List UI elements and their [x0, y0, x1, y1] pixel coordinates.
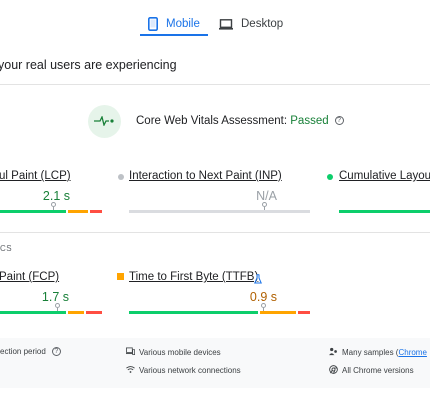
- users-icon: [329, 347, 338, 358]
- metric-lcp-marker-stem: [53, 207, 54, 210]
- chrome-icon: [329, 365, 338, 376]
- data-info-footer: ection period ? Various mobile devices V…: [0, 338, 430, 388]
- network-info: Various network connections: [126, 365, 241, 376]
- metric-ttfb-title[interactable]: Time to First Byte (TTFB): [129, 271, 259, 283]
- metric-ttfb-bar-poor: [298, 311, 310, 314]
- collection-period-label: ection period: [0, 347, 46, 356]
- wifi-icon: [126, 365, 135, 376]
- metric-inp-bar: [129, 210, 310, 213]
- metric-inp-value: N/A: [256, 189, 277, 203]
- divider: [0, 84, 430, 85]
- samples-label: Many samples (: [342, 348, 399, 357]
- metric-cls-bar-good: [339, 210, 430, 213]
- metric-inp-marker-stem: [264, 207, 265, 210]
- metric-lcp-bar-poor: [90, 210, 102, 213]
- laptop-icon: [219, 18, 233, 30]
- experimental-flask-icon: [254, 271, 262, 289]
- divider: [0, 232, 430, 233]
- pulse-icon: [93, 113, 116, 131]
- devices-info: Various mobile devices: [126, 347, 221, 358]
- cwv-assessment-status: Passed: [290, 115, 329, 127]
- metric-inp-marker: [262, 202, 267, 207]
- chrome-ux-report-link[interactable]: Chrome: [398, 348, 427, 357]
- help-icon[interactable]: ?: [334, 116, 344, 126]
- tab-mobile-label: Mobile: [166, 18, 200, 30]
- smartphone-icon: [148, 17, 158, 31]
- help-icon[interactable]: ?: [51, 347, 61, 356]
- metric-lcp-marker: [51, 202, 56, 207]
- section-heading: your real users are experiencing: [0, 58, 177, 72]
- other-metrics-heading: CS: [0, 244, 13, 253]
- active-tab-indicator: [140, 34, 208, 36]
- tab-desktop-label: Desktop: [241, 18, 284, 30]
- metric-ttfb-bar-average: [260, 311, 296, 314]
- metric-fcp-bar-good: [0, 311, 66, 314]
- network-label: Various network connections: [139, 366, 241, 375]
- devices-icon: [126, 347, 135, 358]
- collection-period-info: ection period ?: [0, 347, 61, 356]
- metric-inp-status-dot: [118, 174, 124, 180]
- metric-fcp-marker: [55, 303, 60, 308]
- metric-fcp-value: 1.7 s: [41, 290, 69, 304]
- tab-mobile[interactable]: Mobile: [148, 12, 200, 36]
- metric-fcp-title[interactable]: Paint (FCP): [0, 271, 60, 283]
- metric-ttfb-value: 0.9 s: [249, 290, 277, 304]
- metric-lcp-bar-average: [68, 210, 88, 213]
- metric-ttfb-marker-stem: [263, 308, 264, 311]
- metric-cls-title[interactable]: Cumulative Layout: [339, 170, 430, 182]
- metric-fcp-bar-poor: [86, 311, 102, 314]
- metric-fcp-bar-average: [68, 311, 84, 314]
- samples-info: Many samples (Chrome: [329, 347, 427, 358]
- cwv-assessment-badge: [88, 105, 121, 138]
- metric-cls-status-dot: [327, 174, 333, 180]
- chrome-versions-label: All Chrome versions: [342, 366, 414, 375]
- metric-fcp-marker-stem: [57, 308, 58, 311]
- metric-ttfb-status-square: [117, 273, 124, 280]
- metric-lcp-title[interactable]: ul Paint (LCP): [0, 170, 71, 182]
- metric-lcp-bar-good: [0, 210, 66, 213]
- devices-label: Various mobile devices: [139, 348, 221, 357]
- metric-ttfb-marker: [261, 303, 266, 308]
- device-tabs: Mobile Desktop: [0, 12, 430, 38]
- metric-ttfb-bar-good: [129, 311, 258, 314]
- cwv-assessment-label: Core Web Vitals Assessment:: [136, 115, 291, 127]
- cwv-assessment-text: Core Web Vitals Assessment: Passed?: [136, 115, 344, 127]
- metric-inp-title[interactable]: Interaction to Next Paint (INP): [129, 170, 282, 182]
- metric-lcp-value: 2.1 s: [42, 189, 70, 203]
- chrome-versions-info: All Chrome versions: [329, 365, 414, 376]
- tab-desktop[interactable]: Desktop: [219, 12, 283, 36]
